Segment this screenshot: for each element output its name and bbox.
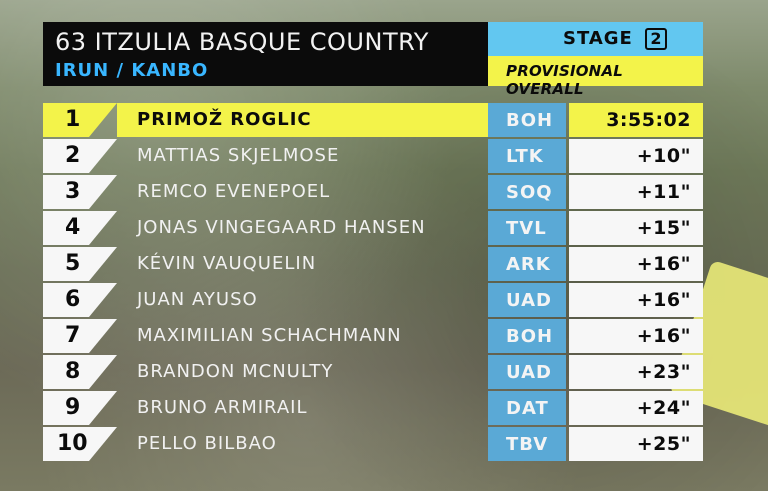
team-code: BOH — [506, 326, 554, 347]
team-code: BOH — [506, 110, 554, 131]
race-route: IRUN / KANBO — [55, 60, 209, 81]
position-badge: 10 — [43, 427, 117, 461]
team-code: DAT — [506, 398, 549, 419]
time-cell: +25" — [569, 427, 703, 461]
table-row: 2 MATTIAS SKJELMOSE LTK +10" — [43, 139, 703, 173]
time-cell: 3:55:02 — [569, 103, 703, 137]
team-code: LTK — [506, 146, 544, 167]
position-number: 2 — [65, 143, 81, 168]
team-code-cell: TVL — [488, 211, 566, 245]
table-row: 3 REMCO EVENEPOEL SOQ +11" — [43, 175, 703, 209]
position-badge: 5 — [43, 247, 117, 281]
position-number: 4 — [65, 215, 81, 240]
rider-name: PELLO BILBAO — [137, 433, 277, 454]
rider-name: JUAN AYUSO — [137, 289, 258, 310]
standings-overlay: 63 ITZULIA BASQUE COUNTRY IRUN / KANBO S… — [43, 22, 703, 468]
team-code-cell: UAD — [488, 355, 566, 389]
position-number: 10 — [57, 431, 88, 456]
team-code: TBV — [506, 434, 549, 455]
table-row: 8 BRANDON MCNULTY UAD +23" — [43, 355, 703, 389]
time-gap: +10" — [636, 145, 691, 167]
team-code-cell: LTK — [488, 139, 566, 173]
time-cell: +11" — [569, 175, 703, 209]
position-badge: 4 — [43, 211, 117, 245]
time-cell: +16" — [569, 247, 703, 281]
rider-name: MAXIMILIAN SCHACHMANN — [137, 325, 402, 346]
team-code: UAD — [506, 290, 552, 311]
rider-name: MATTIAS SKJELMOSE — [137, 145, 340, 166]
race-title: 63 ITZULIA BASQUE COUNTRY — [55, 28, 429, 56]
time-gap: +16" — [636, 253, 691, 275]
team-code: UAD — [506, 362, 552, 383]
team-code: ARK — [506, 254, 551, 275]
stage-top — [488, 22, 703, 56]
position-number: 3 — [65, 179, 81, 204]
time-cell: +15" — [569, 211, 703, 245]
position-number: 7 — [65, 323, 81, 348]
team-code: SOQ — [506, 182, 553, 203]
team-code-cell: BOH — [488, 319, 566, 353]
time-gap: +24" — [636, 397, 691, 419]
time-gap: +15" — [636, 217, 691, 239]
time-gap: +25" — [636, 433, 691, 455]
table-row: 4 JONAS VINGEGAARD HANSEN TVL +15" — [43, 211, 703, 245]
team-code-cell: BOH — [488, 103, 566, 137]
time-gap: +16" — [636, 325, 691, 347]
position-number: 8 — [65, 359, 81, 384]
time-cell: +10" — [569, 139, 703, 173]
table-row: 10 PELLO BILBAO TBV +25" — [43, 427, 703, 461]
team-code: TVL — [506, 218, 547, 239]
time-cell: +24" — [569, 391, 703, 425]
position-number: 6 — [65, 287, 81, 312]
position-badge: 6 — [43, 283, 117, 317]
overlay-header: 63 ITZULIA BASQUE COUNTRY IRUN / KANBO S… — [43, 22, 703, 98]
rider-name: REMCO EVENEPOEL — [137, 181, 331, 202]
team-code-cell: TBV — [488, 427, 566, 461]
time-gap: 3:55:02 — [606, 109, 691, 131]
table-row: 7 MAXIMILIAN SCHACHMANN BOH +16" — [43, 319, 703, 353]
position-number: 9 — [65, 395, 81, 420]
position-badge: 9 — [43, 391, 117, 425]
rider-name: BRANDON MCNULTY — [137, 361, 334, 382]
stage-number: 2 — [645, 28, 667, 50]
team-code-cell: DAT — [488, 391, 566, 425]
position-badge: 8 — [43, 355, 117, 389]
time-gap: +11" — [636, 181, 691, 203]
position-number: 1 — [65, 107, 81, 132]
position-badge: 7 — [43, 319, 117, 353]
leader-highlight — [117, 103, 488, 137]
team-code-cell: SOQ — [488, 175, 566, 209]
position-badge: 2 — [43, 139, 117, 173]
time-cell: +16" — [569, 283, 703, 317]
table-row: 6 JUAN AYUSO UAD +16" — [43, 283, 703, 317]
team-code-cell: ARK — [488, 247, 566, 281]
table-row: 1 PRIMOŽ ROGLIC BOH 3:55:02 — [43, 103, 703, 137]
time-cell: +16" — [569, 319, 703, 353]
stage-label: STAGE — [563, 28, 633, 49]
time-gap: +16" — [636, 289, 691, 311]
table-row: 5 KÉVIN VAUQUELIN ARK +16" — [43, 247, 703, 281]
position-badge: 1 — [43, 103, 117, 137]
rider-name: JONAS VINGEGAARD HANSEN — [137, 217, 426, 238]
time-gap: +23" — [636, 361, 691, 383]
table-row: 9 BRUNO ARMIRAIL DAT +24" — [43, 391, 703, 425]
classification-label: PROVISIONAL OVERALL — [506, 62, 624, 98]
rider-name: BRUNO ARMIRAIL — [137, 397, 308, 418]
time-cell: +23" — [569, 355, 703, 389]
team-code-cell: UAD — [488, 283, 566, 317]
rider-name: KÉVIN VAUQUELIN — [137, 253, 317, 274]
rider-name: PRIMOŽ ROGLIC — [137, 109, 312, 130]
position-badge: 3 — [43, 175, 117, 209]
position-number: 5 — [65, 251, 81, 276]
